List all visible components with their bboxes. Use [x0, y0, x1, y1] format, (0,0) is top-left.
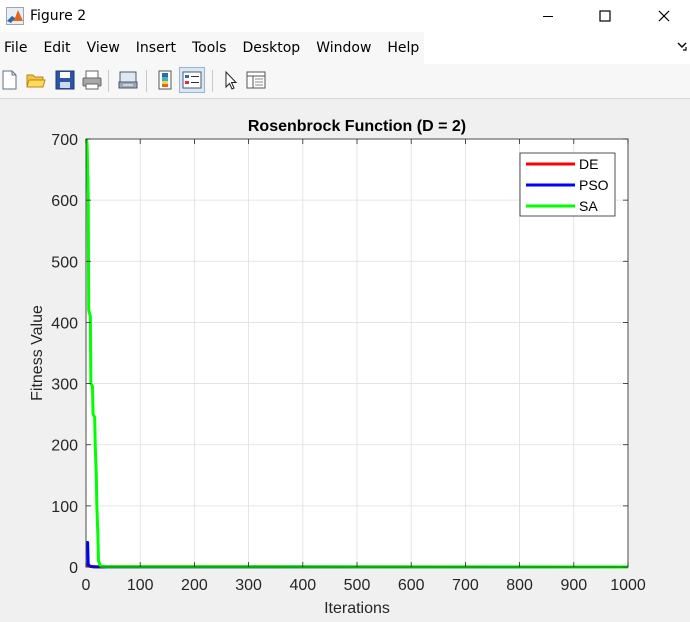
series-line-sa — [85, 138, 629, 569]
menu-view[interactable]: View — [86, 40, 120, 56]
print-icon[interactable] — [81, 69, 103, 91]
x-tick-label: 700 — [452, 577, 479, 594]
matlab-icon — [6, 7, 24, 25]
x-tick-label: 900 — [560, 577, 587, 594]
y-tick-label: 600 — [51, 193, 78, 210]
close-button[interactable] — [641, 0, 687, 32]
minimize-icon — [543, 16, 553, 17]
y-tick-label: 400 — [51, 315, 78, 332]
insert-colorbar-icon[interactable] — [154, 69, 176, 91]
toolbar-separator — [212, 70, 213, 92]
property-inspector-icon[interactable] — [245, 69, 267, 91]
x-tick-label: 100 — [127, 577, 154, 594]
y-tick-label: 200 — [51, 438, 78, 455]
toolbar-separator — [108, 70, 109, 92]
new-figure-icon[interactable] — [0, 69, 20, 91]
x-tick-label: 600 — [398, 577, 425, 594]
insert-legend-icon[interactable] — [181, 69, 203, 91]
x-axis-label: Iterations — [324, 600, 390, 617]
x-tick-label: 800 — [506, 577, 533, 594]
figure-toolbar — [0, 64, 690, 99]
toolbar-separator — [146, 70, 147, 92]
menu-bar: File Edit View Insert Tools Desktop Wind… — [0, 32, 690, 64]
chevron-arrow-icon[interactable] — [676, 40, 688, 54]
y-tick-label: 500 — [51, 254, 78, 271]
figure-canvas: 0 100 200 300 400 500 600 700 800 900 1000 0 100 200… — [0, 99, 690, 622]
x-tick-labels: 0 100 200 300 400 500 600 700 800 900 1000 — [82, 577, 646, 594]
menu-desktop[interactable]: Desktop — [242, 40, 301, 56]
y-axis-label: Fitness Value — [29, 305, 46, 401]
x-tick-label: 1000 — [610, 577, 646, 594]
chart-title: Rosenbrock Function (D = 2) — [248, 118, 466, 135]
link-plot-icon[interactable] — [117, 69, 139, 91]
y-tick-label: 300 — [51, 377, 78, 394]
y-tick-label: 0 — [69, 560, 78, 577]
window-title: Figure 2 — [30, 8, 87, 24]
menu-insert[interactable]: Insert — [135, 40, 176, 56]
maximize-button[interactable] — [582, 0, 628, 32]
minimize-button[interactable] — [525, 0, 571, 32]
save-icon[interactable] — [54, 69, 76, 91]
y-tick-labels: 0 100 200 300 400 500 600 700 — [51, 132, 78, 577]
menu-items: File Edit View Insert Tools Desktop Wind… — [0, 32, 424, 64]
legend-label-de: DE — [579, 156, 598, 172]
open-file-icon[interactable] — [25, 69, 47, 91]
x-tick-label: 400 — [289, 577, 316, 594]
menu-help[interactable]: Help — [387, 40, 420, 56]
edit-plot-icon[interactable] — [220, 69, 242, 91]
y-tick-label: 100 — [51, 499, 78, 516]
menu-tools[interactable]: Tools — [191, 40, 227, 56]
x-tick-label: 0 — [82, 577, 91, 594]
menu-window[interactable]: Window — [316, 40, 372, 56]
y-tick-label: 700 — [51, 132, 78, 149]
maximize-icon — [599, 10, 611, 22]
x-tick-label: 500 — [344, 577, 371, 594]
close-icon — [658, 10, 670, 22]
legend-label-sa: SA — [579, 198, 598, 214]
menu-file[interactable]: File — [4, 40, 28, 56]
window-titlebar: Figure 2 — [0, 0, 690, 32]
axis-ticks — [85, 138, 629, 568]
x-tick-label: 200 — [181, 577, 208, 594]
menu-edit[interactable]: Edit — [43, 40, 71, 56]
legend-label-pso: PSO — [579, 177, 609, 193]
legend[interactable]: DE PSO SA — [519, 152, 616, 217]
x-tick-label: 300 — [235, 577, 262, 594]
